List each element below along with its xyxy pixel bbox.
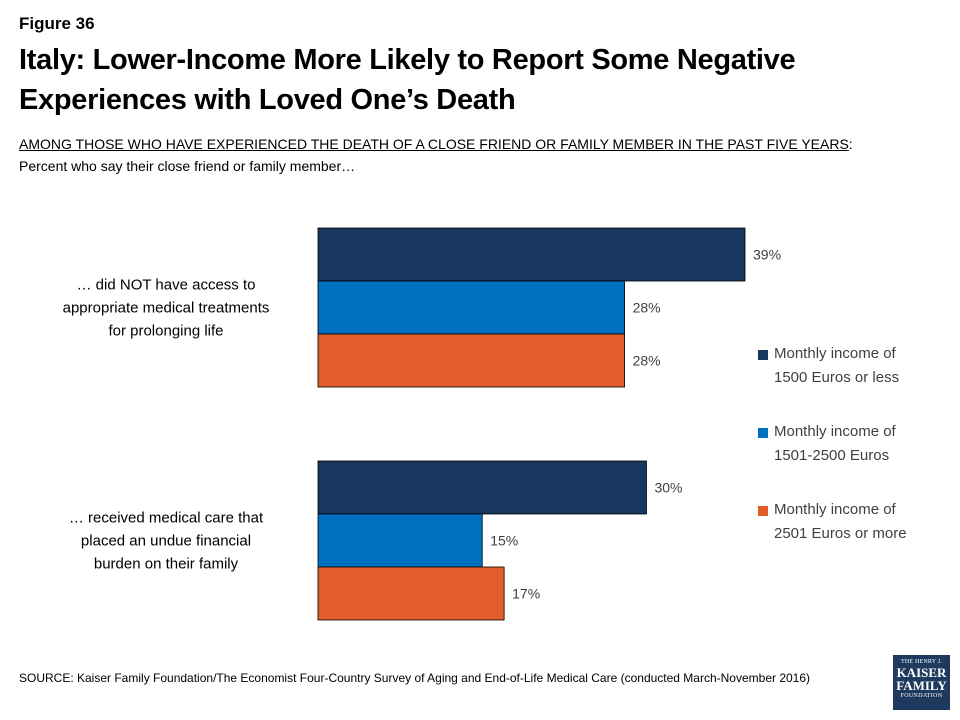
figure-label: Figure 36 [19,14,95,33]
bar [317,566,505,621]
chart-subtitle: AMONG THOSE WHO HAVE EXPERIENCED THE DEA… [19,133,949,177]
bar-chart: 39% 28% 28% … did NOT have access to appropr… [63,227,781,621]
bar [317,460,647,515]
category-label: … received medical care that placed an un… [69,510,264,573]
legend-swatch [758,506,768,516]
legend-label: Monthly income of 1500 Euros or less [774,345,900,386]
source-note: SOURCE: Kaiser Family Foundation/The Eco… [19,671,811,685]
legend-label: Monthly income of 1501-2500 Euros [774,423,896,464]
subtitle-population: AMONG THOSE WHO HAVE EXPERIENCED THE DEA… [19,136,849,152]
bar [317,280,625,335]
bar [317,227,746,282]
subtitle-question: Percent who say their close friend or fa… [19,158,356,174]
subtitle-colon: : [848,136,853,152]
data-label: 39% [753,247,781,263]
bar [317,333,625,388]
category-label: … did NOT have access to appropriate medi… [63,277,270,340]
chart-legend: Monthly income of 1500 Euros or less Mont… [758,342,934,576]
data-label: 15% [490,533,518,549]
data-label: 28% [633,353,661,369]
legend-item-high-income: Monthly income of 2501 Euros or more [758,498,934,546]
legend-item-mid-income: Monthly income of 1501-2500 Euros [758,420,934,468]
kff-logo: THE HENRY J. KAISER FAMILY FOUNDATION [893,655,950,710]
legend-item-low-income: Monthly income of 1500 Euros or less [758,342,934,390]
chart-title: Italy: Lower-Income More Likely to Repor… [19,44,796,116]
legend-swatch [758,350,768,360]
bar [317,513,483,568]
data-label: 28% [633,300,661,316]
data-label: 17% [512,586,540,602]
data-label: 30% [654,480,682,496]
legend-label: Monthly income of 2501 Euros or more [774,501,907,542]
legend-swatch [758,428,768,438]
